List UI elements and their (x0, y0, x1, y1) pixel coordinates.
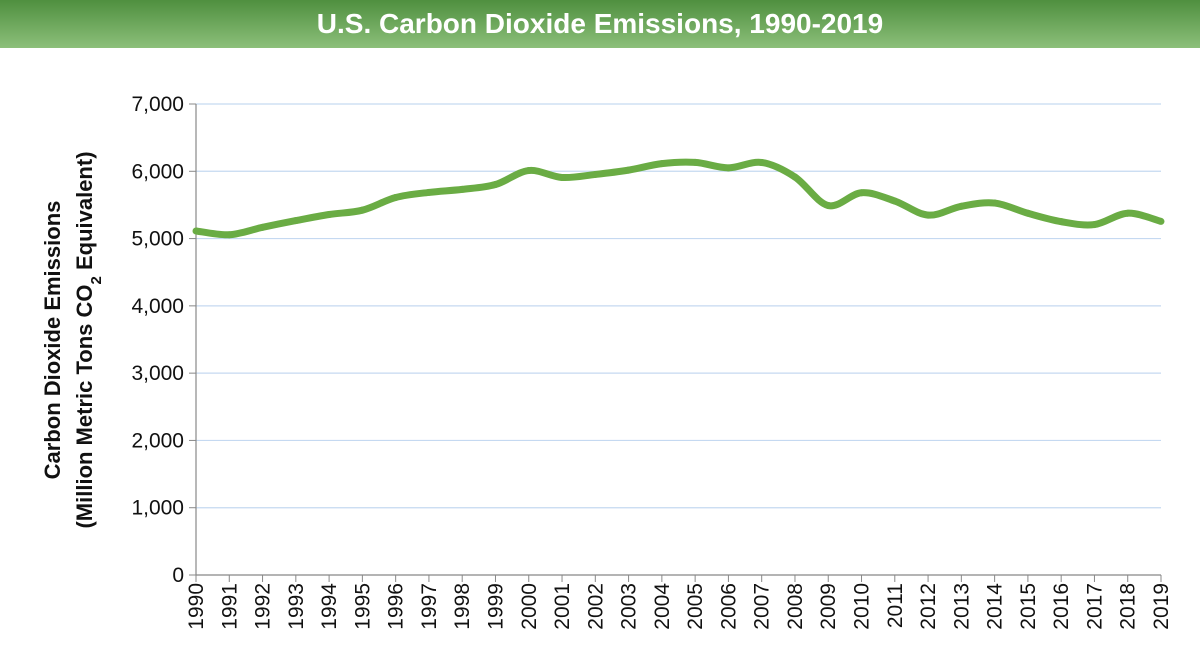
x-tick-label: 2010 (851, 583, 874, 630)
data-point (1157, 217, 1165, 225)
x-tick-label: 2008 (784, 583, 807, 630)
x-tick-label: 2017 (1083, 583, 1106, 630)
x-tick-label: 2005 (684, 583, 707, 630)
x-tick-label: 2011 (884, 583, 907, 628)
y-tick-label: 7,000 (131, 93, 184, 116)
x-tick-label: 1997 (418, 583, 441, 630)
x-tick-label: 1990 (185, 583, 208, 630)
data-point (991, 199, 999, 207)
data-point (325, 210, 333, 218)
data-point (292, 217, 300, 225)
data-point (392, 194, 400, 202)
data-point (225, 231, 233, 239)
data-point (824, 202, 832, 210)
x-tick-label: 1999 (484, 583, 507, 630)
x-tick-label: 2019 (1150, 583, 1173, 630)
x-tick-label: 2001 (551, 583, 574, 630)
x-tick-label: 1998 (451, 583, 474, 630)
data-point (1057, 218, 1065, 226)
y-tick-label: 6,000 (131, 160, 184, 183)
y-tick-label: 4,000 (131, 295, 184, 318)
chart-title: U.S. Carbon Dioxide Emissions, 1990-2019 (0, 0, 1200, 48)
data-point (525, 167, 533, 175)
x-tick-label: 2018 (1117, 583, 1140, 630)
x-tick-label: 2006 (717, 583, 740, 630)
data-point (591, 170, 599, 178)
y-tick-label: 2,000 (131, 429, 184, 452)
y-axis-label-line1: Carbon Dioxide Emissions (40, 201, 65, 480)
data-point (724, 164, 732, 172)
y-tick-label: 5,000 (131, 228, 184, 251)
data-point (758, 158, 766, 166)
data-point (558, 173, 566, 181)
data-point (491, 181, 499, 189)
data-point (957, 202, 965, 210)
y-axis-label-line2: (Million Metric Tons CO2 Equivalent) (72, 151, 105, 528)
y-tick-label: 0 (172, 564, 184, 587)
data-point (1024, 209, 1032, 217)
y-tick-label: 3,000 (131, 362, 184, 385)
x-tick-label: 2013 (950, 583, 973, 630)
data-point (458, 185, 466, 193)
data-point (1090, 221, 1098, 229)
data-point (858, 189, 866, 197)
data-point (425, 188, 433, 196)
x-tick-label: 1993 (285, 583, 308, 630)
data-point (1124, 209, 1132, 217)
x-tick-label: 1995 (351, 583, 374, 630)
x-tick-label: 1992 (252, 583, 275, 630)
x-tick-label: 2000 (518, 583, 541, 630)
emissions-line (195, 158, 1162, 239)
x-tick-label: 2014 (984, 583, 1007, 630)
x-tick-label: 2015 (1017, 583, 1040, 630)
x-tick-label: 2003 (618, 583, 641, 630)
x-tick-label: 2009 (817, 583, 840, 630)
x-tick-label: 2002 (584, 583, 607, 630)
data-point (924, 211, 932, 219)
x-tick-label: 1991 (218, 583, 241, 630)
y-tick-label: 1,000 (131, 497, 184, 520)
x-tick-label: 2004 (651, 583, 674, 630)
x-tick-label: 1996 (385, 583, 408, 630)
data-point (192, 227, 200, 235)
data-point (658, 160, 666, 168)
data-point (259, 223, 267, 231)
data-point (625, 166, 633, 174)
x-tick-label: 2012 (917, 583, 940, 630)
x-tick-label: 2007 (751, 583, 774, 630)
data-point (358, 206, 366, 214)
x-tick-label: 1994 (318, 583, 341, 630)
data-point (791, 173, 799, 181)
data-point (691, 158, 699, 166)
data-point (891, 197, 899, 205)
x-tick-label: 2016 (1050, 583, 1073, 630)
